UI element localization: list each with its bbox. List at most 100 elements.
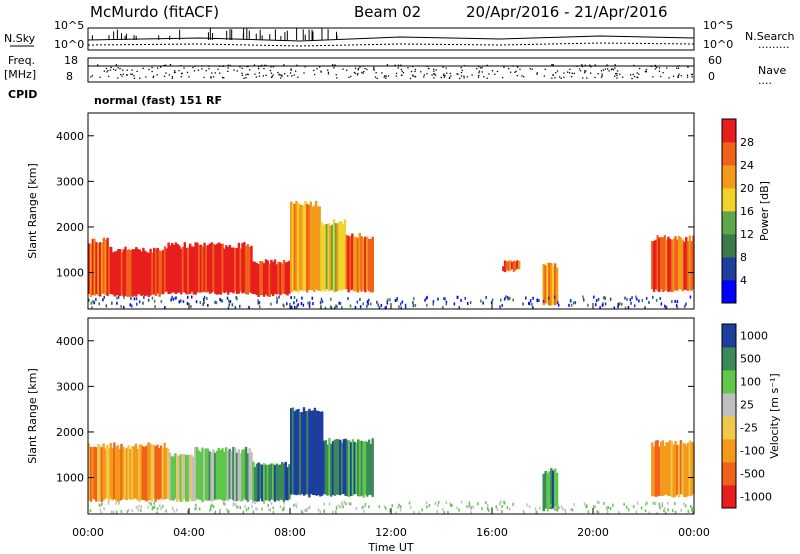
heatmap-cell bbox=[353, 236, 356, 292]
heatmap-cell bbox=[323, 223, 327, 292]
heatmap-cell bbox=[619, 302, 621, 306]
heatmap-cell bbox=[212, 505, 215, 509]
heatmap-cell bbox=[330, 443, 333, 497]
freq-dot bbox=[677, 76, 679, 78]
heatmap-cell bbox=[330, 306, 333, 310]
heatmap-cell bbox=[437, 503, 439, 507]
heatmap-cell bbox=[181, 453, 184, 502]
heatmap-cell bbox=[574, 301, 577, 305]
freq-dot bbox=[366, 68, 368, 71]
heatmap-cell bbox=[92, 301, 95, 305]
heatmap-cell bbox=[290, 306, 293, 310]
heatmap-cell bbox=[161, 448, 164, 500]
freq-dot bbox=[409, 77, 412, 80]
xtick-label: 16:00 bbox=[476, 526, 508, 539]
heatmap-cell bbox=[592, 505, 595, 509]
heatmap-cell bbox=[322, 440, 326, 494]
heatmap-cell bbox=[658, 446, 661, 496]
tick-10e0-left: 10^0 bbox=[54, 38, 84, 51]
heatmap-cell bbox=[636, 501, 639, 505]
freq-dot bbox=[385, 75, 387, 77]
heatmap-cell bbox=[367, 302, 369, 306]
heatmap-cell bbox=[135, 297, 138, 301]
heatmap-cell bbox=[290, 296, 292, 300]
heatmap-cell bbox=[216, 243, 219, 295]
heatmap-cell bbox=[212, 243, 215, 292]
heatmap-cell bbox=[270, 302, 272, 306]
heatmap-cell bbox=[279, 464, 282, 500]
heatmap-cell bbox=[266, 464, 269, 501]
heatmap-cell bbox=[245, 508, 248, 512]
heatmap-cell bbox=[387, 298, 389, 302]
ytick-label: 4000 bbox=[56, 130, 84, 143]
heatmap-cell bbox=[123, 295, 125, 299]
heatmap-cell bbox=[468, 504, 471, 508]
heatmap-cell bbox=[404, 303, 407, 307]
heatmap-cell bbox=[153, 247, 156, 295]
noise-row-frame bbox=[87, 27, 695, 51]
heatmap-cell bbox=[172, 297, 175, 301]
freq-dot bbox=[316, 68, 318, 70]
velocity-colorbar-label: Velocity [m s⁻¹] bbox=[768, 373, 781, 458]
heatmap-cell bbox=[496, 508, 499, 511]
freq-dot bbox=[423, 76, 425, 78]
heatmap-cell bbox=[332, 219, 336, 293]
heatmap-cell bbox=[98, 503, 101, 507]
freq-dot bbox=[503, 66, 505, 68]
heatmap-cell bbox=[363, 509, 365, 513]
heatmap-cell bbox=[458, 508, 460, 512]
heatmap-cell bbox=[603, 502, 605, 505]
colorbar-segment bbox=[722, 142, 736, 166]
freq-dot bbox=[616, 72, 618, 75]
heatmap-cell bbox=[228, 244, 232, 293]
heatmap-cell bbox=[335, 439, 338, 495]
freq-dot bbox=[227, 67, 229, 69]
heatmap-cell bbox=[349, 236, 352, 290]
heatmap-cell bbox=[235, 452, 239, 501]
heatmap-cell bbox=[149, 443, 152, 501]
freq-dot bbox=[461, 69, 463, 71]
heatmap-cell bbox=[98, 445, 102, 501]
freq-dot bbox=[589, 64, 591, 66]
colorbar-tick-label: 4 bbox=[740, 274, 747, 287]
heatmap-cell bbox=[445, 302, 447, 306]
heatmap-cell bbox=[667, 442, 670, 496]
heatmap-cell bbox=[624, 296, 626, 300]
freq-dot bbox=[529, 68, 531, 70]
heatmap-cell bbox=[627, 508, 630, 512]
freq-tick-lo: 8 bbox=[66, 70, 73, 83]
freq-dot bbox=[373, 69, 375, 71]
heatmap-cell bbox=[626, 297, 628, 301]
freq-dot bbox=[594, 64, 596, 66]
freq-dot bbox=[97, 64, 99, 66]
heatmap-cell bbox=[399, 302, 402, 306]
freq-dot bbox=[606, 64, 608, 66]
heatmap-cell bbox=[149, 248, 152, 296]
heatmap-cell bbox=[522, 302, 524, 306]
heatmap-cell bbox=[424, 298, 426, 302]
heatmap-cell bbox=[178, 300, 181, 304]
heatmap-cell bbox=[470, 511, 472, 515]
heatmap-cell bbox=[319, 411, 322, 497]
freq-dot bbox=[604, 68, 606, 70]
freq-dot bbox=[107, 75, 110, 77]
heatmap-cell bbox=[332, 510, 334, 514]
heatmap-cell bbox=[371, 438, 374, 497]
heatmap-cell bbox=[562, 507, 564, 511]
freq-dot bbox=[193, 70, 196, 72]
heatmap-cell bbox=[230, 247, 233, 293]
freq-dot bbox=[171, 76, 174, 78]
heatmap-cell bbox=[544, 471, 547, 509]
heatmap-cell bbox=[327, 223, 330, 292]
heatmap-cell bbox=[320, 221, 323, 292]
heatmap-cell bbox=[190, 246, 194, 292]
heatmap-cell bbox=[340, 221, 343, 291]
nsearch-label: N.Search bbox=[745, 30, 795, 43]
freq-dot bbox=[290, 68, 292, 70]
colorbar-tick-label: -100 bbox=[740, 445, 765, 458]
freq-dot bbox=[601, 75, 604, 77]
heatmap-cell bbox=[139, 300, 141, 304]
heatmap-cell bbox=[291, 203, 295, 292]
heatmap-cell bbox=[680, 508, 682, 512]
date-range: 20/Apr/2016 - 21/Apr/2016 bbox=[466, 3, 668, 21]
